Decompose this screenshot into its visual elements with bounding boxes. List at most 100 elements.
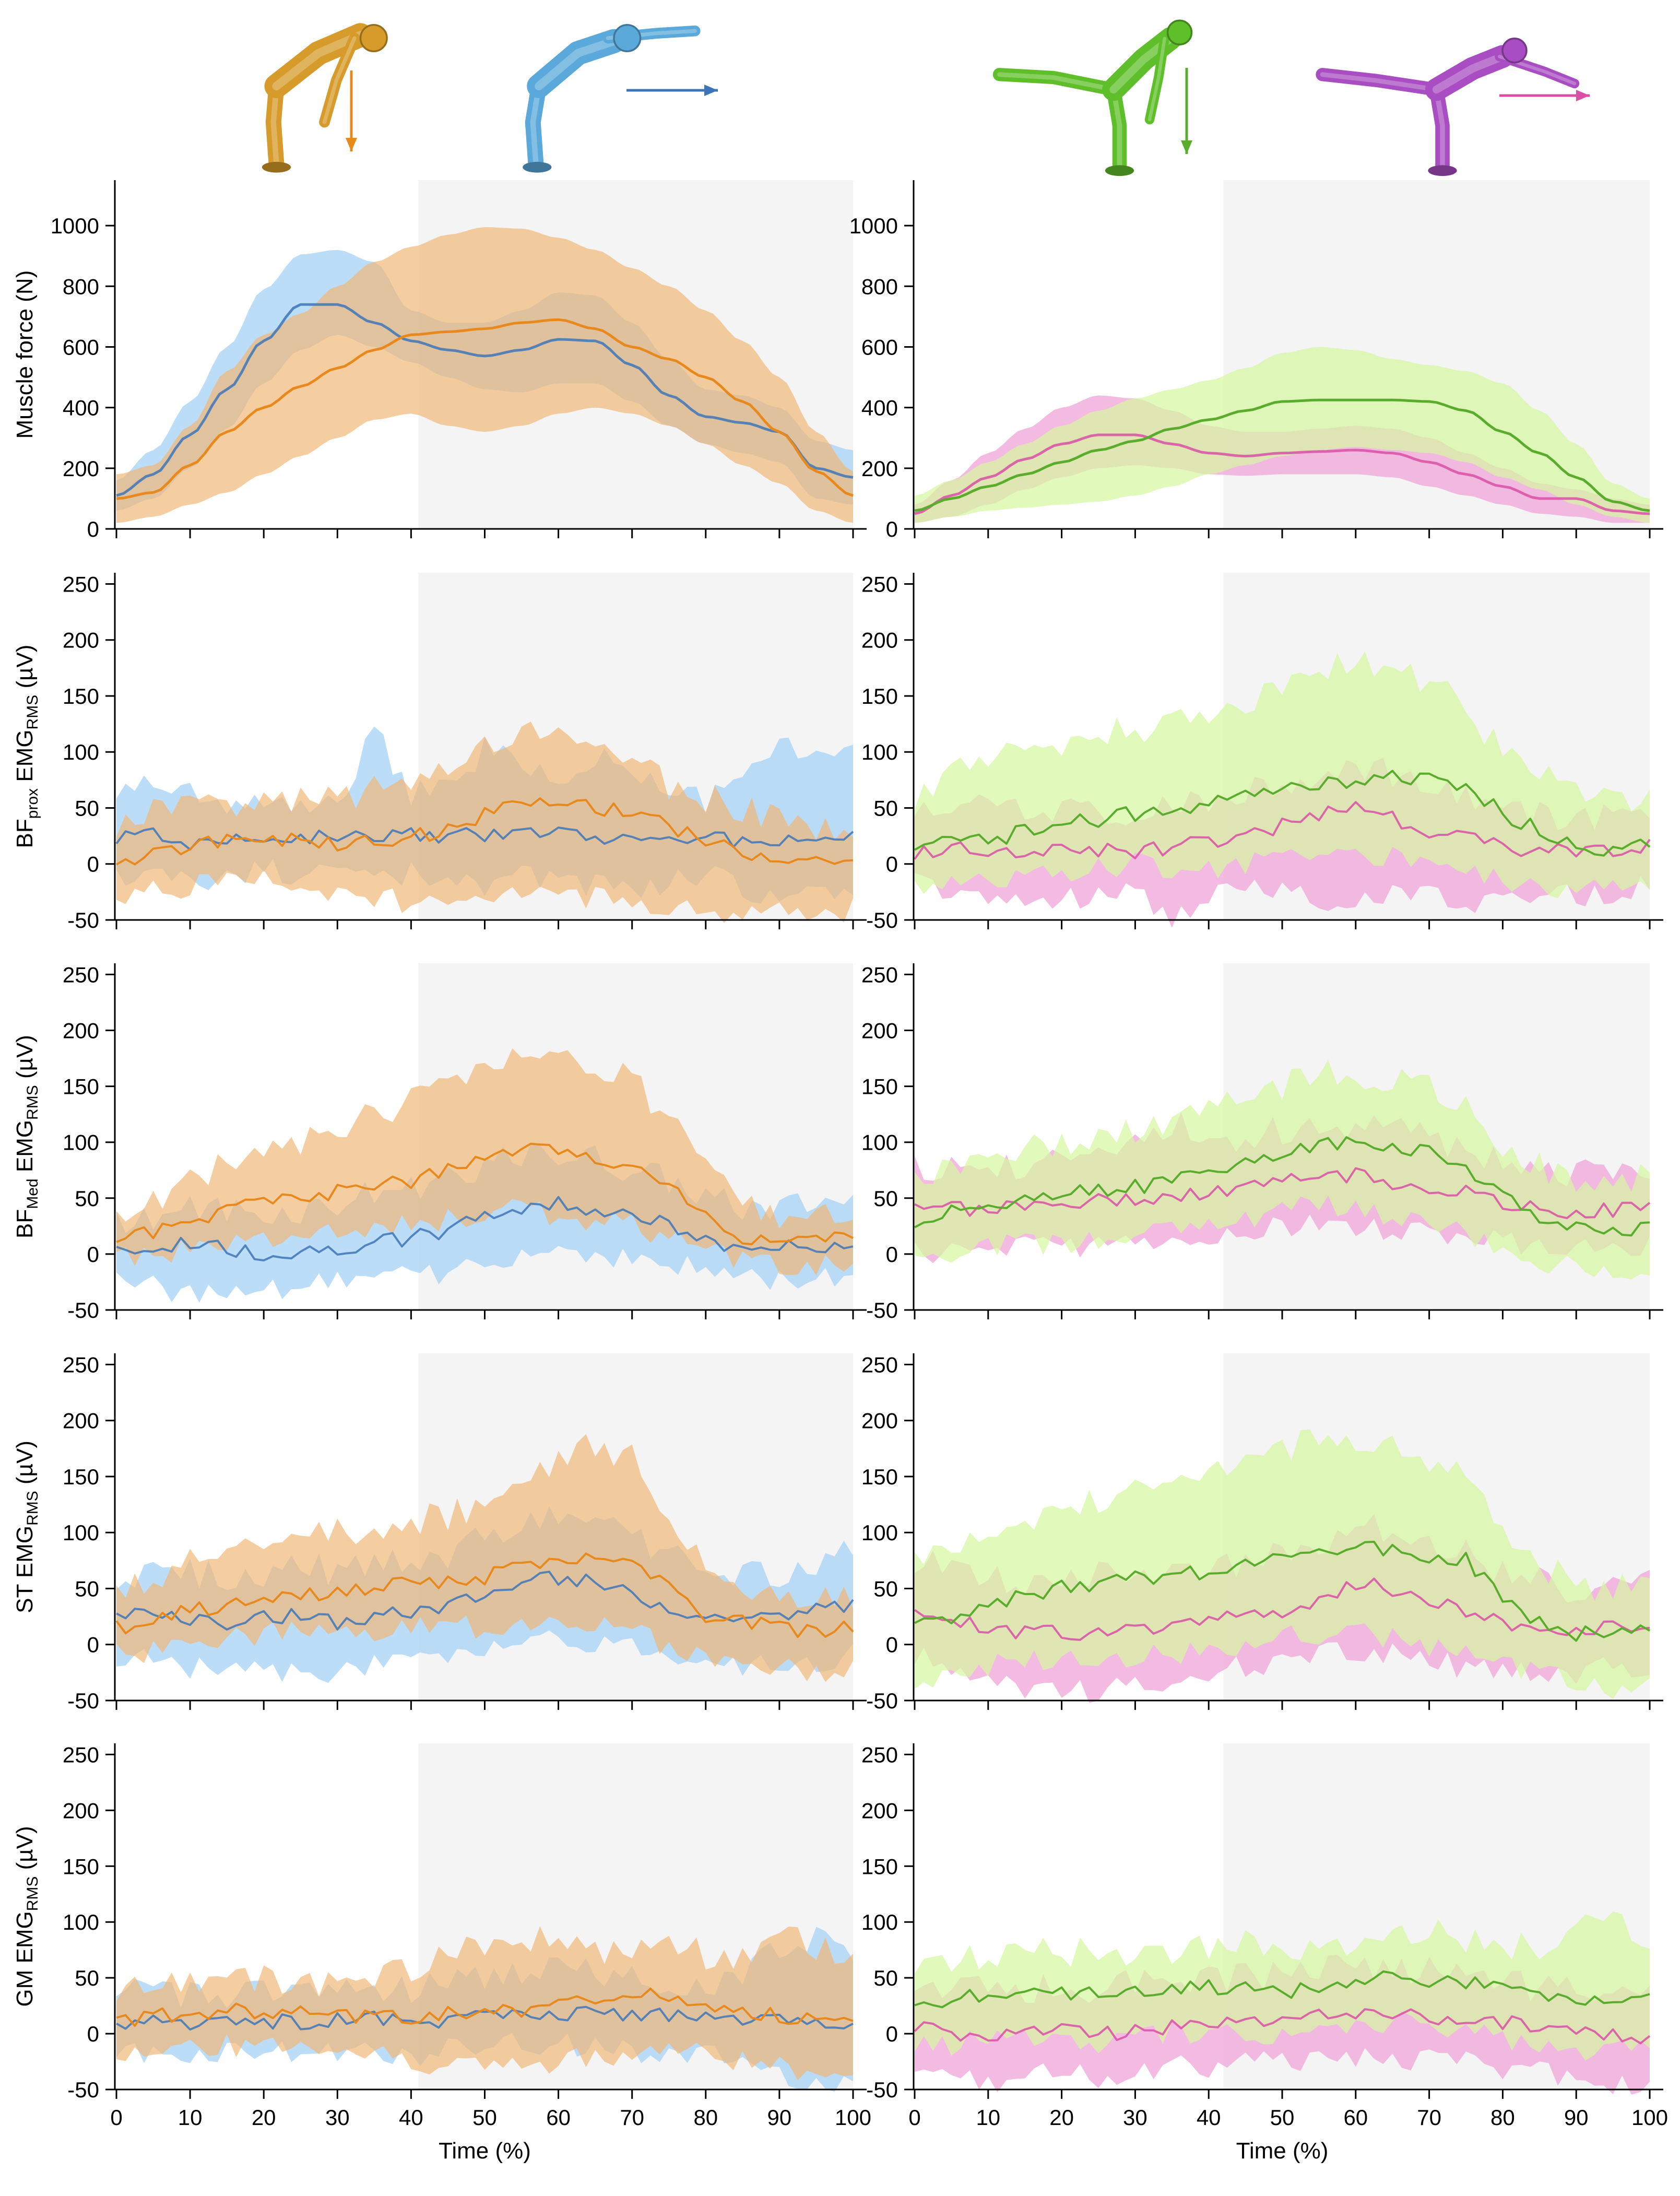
y-axis-title-part: BF (12, 819, 38, 848)
y-axis-title-part: GM EMG (12, 1911, 38, 2006)
y-tick-label: 400 (63, 396, 99, 420)
y-tick-label: 50 (75, 1966, 99, 1990)
y-tick-label: 200 (63, 1798, 99, 1823)
y-tick-label: 50 (873, 1186, 898, 1211)
y-tick-label: -50 (866, 1689, 898, 1713)
head (1166, 19, 1193, 45)
mean-line-orange (116, 1142, 854, 1245)
x-tick-label: 100 (835, 2105, 871, 2130)
mean-line-blue (116, 303, 854, 497)
x-tick-label: 90 (767, 2105, 792, 2130)
band-orange (116, 721, 853, 923)
y-axis-title-part: (µV) (12, 1441, 38, 1491)
leg-highlight (270, 83, 279, 167)
x-tick-label: 50 (472, 2105, 497, 2130)
y-tick-label: -50 (866, 1298, 898, 1323)
y-tick-label: 150 (861, 684, 898, 709)
panels (105, 180, 1663, 2099)
x-tick-label: 70 (620, 2105, 644, 2130)
y-tick-label: 250 (63, 1352, 99, 1377)
y-tick-label: 100 (861, 1520, 898, 1545)
y-tick-label: 250 (861, 1352, 898, 1377)
x-tick-label: 0 (908, 2105, 920, 2130)
x-tick-label: 90 (1564, 2105, 1589, 2130)
mean-line-green (914, 1970, 1650, 2009)
y-axis-title: BFMed EMGRMS (µV) (12, 1035, 41, 1238)
y-tick-label: 800 (861, 274, 898, 299)
y-axis-title: BFprox EMGRMS (µV) (12, 645, 41, 848)
band-green (915, 347, 1650, 523)
y-tick-label: -50 (67, 1298, 99, 1323)
mean-line-green (914, 398, 1650, 512)
mean-line-blue (116, 2005, 854, 2031)
y-axis-title-part: (µV) (12, 1826, 38, 1876)
y-tick-label: 250 (861, 572, 898, 596)
y-tick-label: 250 (63, 962, 99, 987)
y-axis-title-part: EMG (12, 1120, 38, 1178)
arrow-head (704, 85, 718, 96)
illustrations (262, 19, 1590, 176)
y-tick-label: 50 (873, 1966, 898, 1990)
x-tick-label: 60 (1343, 2105, 1368, 2130)
y-tick-label: 0 (87, 852, 99, 877)
y-tick-label: 100 (861, 1910, 898, 1934)
y-tick-label: -50 (67, 908, 99, 932)
y-tick-label: 200 (861, 1019, 898, 1043)
panel-bfprox-right (904, 573, 1663, 929)
y-tick-label: 50 (873, 796, 898, 820)
band-green (915, 1059, 1650, 1280)
x-tick-label: 0 (110, 2105, 122, 2130)
x-tick-label: 30 (1123, 2105, 1147, 2130)
x-axis-title: Time (%) (439, 2138, 531, 2164)
y-tick-label: 250 (63, 572, 99, 596)
panel-force-left (105, 180, 867, 538)
reach-forward-figure (523, 23, 701, 173)
y-tick-label: 150 (861, 1465, 898, 1489)
foot (1105, 165, 1134, 176)
torso-highlight (535, 37, 619, 91)
y-tick-label: 150 (63, 684, 99, 709)
y-axis-title-sub: Med (24, 1178, 41, 1209)
band-green (915, 652, 1650, 899)
y-axis-title: Muscle force (N) (12, 270, 38, 439)
y-tick-label: 0 (886, 1242, 898, 1267)
y-tick-label: 600 (63, 335, 99, 359)
y-axis-title-part: (µV) (12, 645, 38, 695)
panel-force-right (904, 180, 1663, 538)
y-tick-label: 250 (861, 962, 898, 987)
panel-st-left (105, 1353, 867, 1710)
y-tick-label: 0 (87, 517, 99, 541)
torso-highlight (272, 31, 365, 91)
single-leg-reach-figure (1316, 38, 1580, 176)
single-leg-bend-figure (992, 19, 1193, 176)
mean-line-green (914, 1136, 1650, 1237)
y-tick-label: 50 (75, 796, 99, 820)
mean-line-blue (115, 827, 854, 851)
x-tick-label: 60 (546, 2105, 571, 2130)
y-tick-label: 100 (861, 740, 898, 764)
head (613, 23, 642, 53)
y-tick-label: 200 (63, 1019, 99, 1043)
y-tick-label: 200 (861, 628, 898, 653)
foot (1428, 165, 1457, 176)
y-axis-title-sub: prox (24, 788, 41, 819)
y-tick-label: 0 (886, 852, 898, 877)
y-tick-label: 150 (63, 1465, 99, 1489)
y-tick-label: 200 (63, 456, 99, 481)
y-tick-label: 200 (861, 456, 898, 481)
y-tick-label: 200 (861, 1409, 898, 1433)
y-tick-label: 400 (861, 396, 898, 420)
mean-line-green (914, 770, 1651, 857)
y-axis-title: GM EMGRMS (µV) (12, 1826, 41, 2006)
band-orange (116, 227, 853, 523)
y-tick-label: 200 (63, 1409, 99, 1433)
y-axis-title-part: EMG (12, 729, 38, 788)
head (1501, 38, 1528, 64)
mean-line-green (914, 1541, 1650, 1642)
standing-leg-highlight (1434, 87, 1445, 170)
y-tick-label: 1000 (849, 214, 898, 238)
x-tick-label: 70 (1417, 2105, 1441, 2130)
arrow-head (1576, 90, 1590, 101)
y-tick-label: 250 (861, 1742, 898, 1767)
